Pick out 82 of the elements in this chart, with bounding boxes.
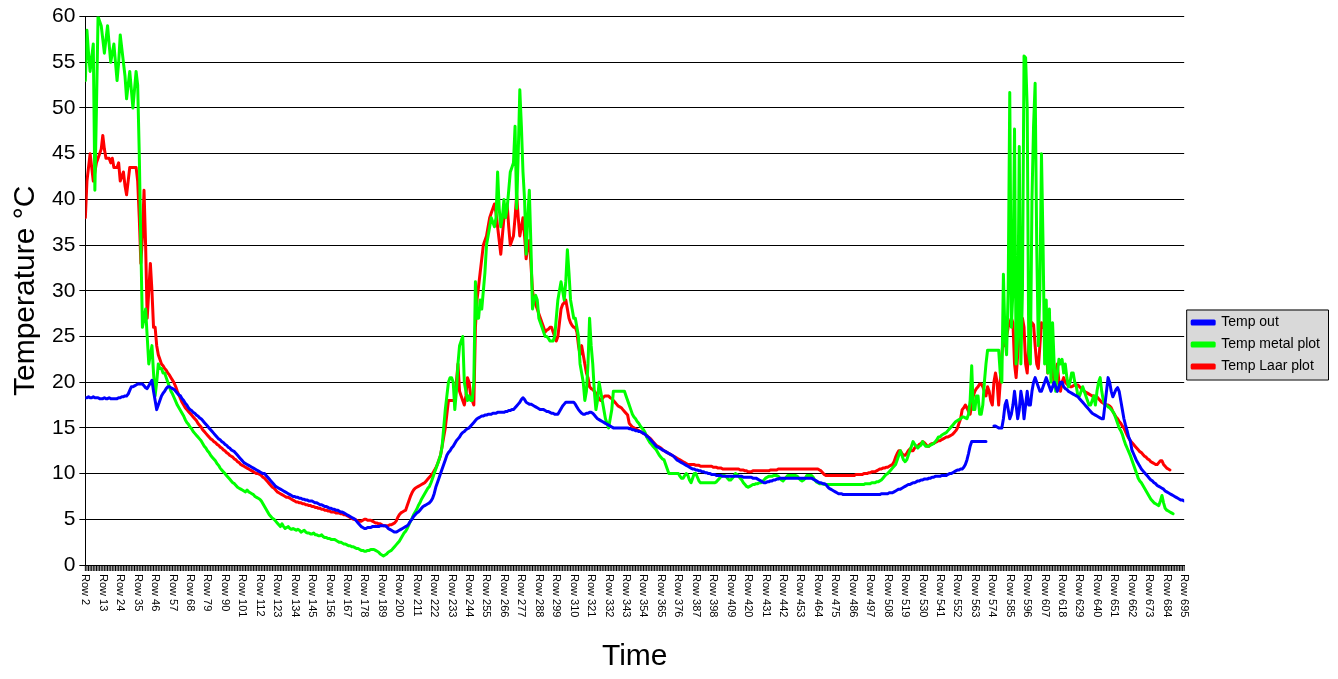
x-tick-label: Row 695 [1179,574,1192,618]
x-tick-label: Row 365 [655,574,668,618]
x-tick-label: Row 46 [150,574,163,612]
x-tick-label: Row 420 [743,574,756,618]
x-tick-label: Row 244 [464,574,477,618]
y-tick-label: 40 [52,186,76,210]
x-tick-label: Row 101 [237,574,250,618]
x-tick-label: Row 266 [498,574,511,618]
x-tick-label: Row 662 [1126,574,1139,618]
x-tick-label: Row 222 [429,574,442,618]
y-tick-label: 55 [52,49,76,73]
x-tick-label: Row 2 [80,574,93,606]
x-tick-label: Row 486 [847,574,860,618]
y-axis-title: Temperature °C [7,185,41,397]
x-tick-label: Row 288 [533,574,546,618]
x-tick-label: Row 233 [446,574,459,618]
x-tick-label: Row 299 [551,574,564,618]
x-tick-label: Row 189 [376,574,389,618]
x-tick-label: Row 607 [1039,574,1052,618]
x-tick-label: Row 398 [708,574,721,618]
x-tick-label: Row 90 [219,574,232,612]
x-tick-label: Row 24 [115,574,128,612]
y-tick-label: 50 [52,94,76,118]
x-tick-label: Row 442 [777,574,790,618]
x-tick-label: Row 596 [1022,574,1035,618]
x-tick-label: Row 552 [952,574,965,618]
x-tick-label: Row 79 [202,574,215,612]
x-tick-label: Row 35 [132,574,145,612]
x-tick-label: Row 310 [568,574,581,618]
y-tick-label: 20 [52,369,76,392]
x-tick-label: Row 563 [969,574,982,618]
x-tick-label: Row 57 [167,574,180,612]
legend-label: Temp Laar plot [1221,357,1314,374]
x-tick-label: Row 629 [1074,574,1087,618]
x-tick-label: Row 321 [586,574,599,618]
x-tick-label: Row 651 [1109,574,1122,618]
y-tick-label: 0 [63,551,76,575]
x-tick-label: Row 673 [1144,574,1157,618]
x-axis-title: Time [601,638,668,672]
y-tick-label: 60 [52,3,76,27]
x-tick-label: Row 453 [795,574,808,618]
x-tick-label: Row 618 [1057,574,1070,618]
x-tick-label: Row 332 [603,574,616,618]
x-tick-label: Row 541 [934,574,947,618]
x-tick-label: Row 277 [516,574,529,618]
x-tick-label: Row 640 [1091,574,1104,618]
x-tick-label: Row 134 [289,574,302,618]
legend-label: Temp out [1221,313,1279,330]
x-tick-label: Row 409 [725,574,738,618]
x-tick-label: Row 167 [341,574,354,618]
x-tick-label: Row 145 [307,574,320,618]
x-tick-label: Row 475 [830,574,843,618]
x-tick-label: Row 508 [882,574,895,618]
y-tick-label: 5 [63,506,76,530]
x-tick-label: Row 13 [97,574,110,612]
x-tick-label: Row 200 [394,574,407,618]
x-tick-label: Row 431 [760,574,773,618]
x-tick-label: Row 178 [359,574,372,618]
x-tick-label: Row 530 [917,574,930,618]
y-tick-label: 15 [52,414,76,438]
x-tick-label: Row 343 [621,574,634,618]
x-tick-label: Row 684 [1161,574,1174,618]
x-tick-label: Row 464 [812,574,825,618]
y-tick-label: 10 [52,460,76,484]
y-tick-label: 30 [52,277,76,301]
x-tick-label: Row 585 [1004,574,1017,618]
x-tick-label: Row 497 [865,574,878,618]
y-tick-label: 25 [52,323,76,347]
x-tick-label: Row 255 [481,574,494,618]
y-tick-label: 45 [52,140,76,164]
x-tick-label: Row 123 [272,574,285,618]
x-tick-label: Row 387 [690,574,703,618]
x-tick-label: Row 354 [638,574,651,618]
x-tick-label: Row 211 [411,574,424,617]
x-tick-label: Row 156 [324,574,337,618]
legend-label: Temp metal plot [1221,335,1321,352]
x-tick-label: Row 68 [184,574,197,612]
x-tick-label: Row 376 [673,574,686,618]
y-tick-label: 35 [52,231,76,255]
x-tick-label: Row 574 [987,574,1000,618]
x-tick-label: Row 112 [254,574,267,617]
x-tick-label: Row 519 [900,574,913,618]
